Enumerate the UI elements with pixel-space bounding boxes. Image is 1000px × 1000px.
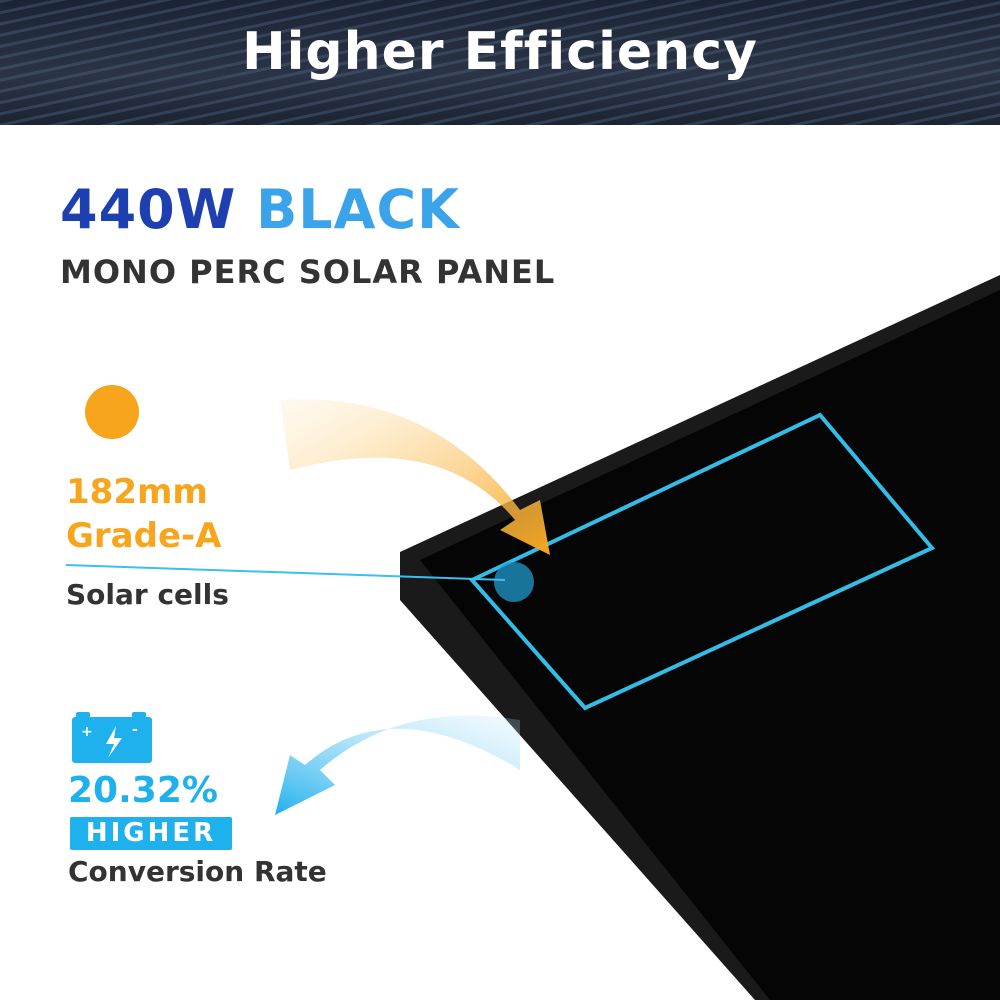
cell-grade: Grade-A (66, 516, 222, 556)
banner-title: Higher Efficiency (242, 22, 758, 82)
battery-charge-icon: + - (72, 712, 152, 763)
color-label: BLACK (256, 178, 460, 241)
svg-text:-: - (132, 722, 138, 738)
callout-line (65, 564, 506, 581)
cells-feature: 182mm Grade-A (66, 470, 221, 558)
solar-farm-background (0, 0, 1000, 125)
panel-surface (420, 290, 1000, 1000)
orange-arrow (280, 399, 550, 555)
header-banner: Higher Efficiency (0, 0, 1000, 125)
higher-badge: HIGHER (70, 817, 232, 850)
wattage: 440W (60, 178, 237, 241)
blue-arrow (275, 715, 520, 815)
highlight-box (468, 412, 936, 711)
product-title: 440W BLACK (60, 178, 460, 241)
efficiency-label: Conversion Rate (68, 855, 327, 888)
cell-highlight-dot (494, 562, 534, 602)
svg-text:+: + (81, 724, 93, 740)
product-subtitle: MONO PERC SOLAR PANEL (60, 253, 556, 291)
cells-label: Solar cells (66, 578, 229, 611)
efficiency-value: 20.32% (68, 770, 218, 811)
cell-size: 182mm (66, 472, 208, 512)
sun-icon: (function(){var g=document.currentScript… (85, 385, 139, 439)
